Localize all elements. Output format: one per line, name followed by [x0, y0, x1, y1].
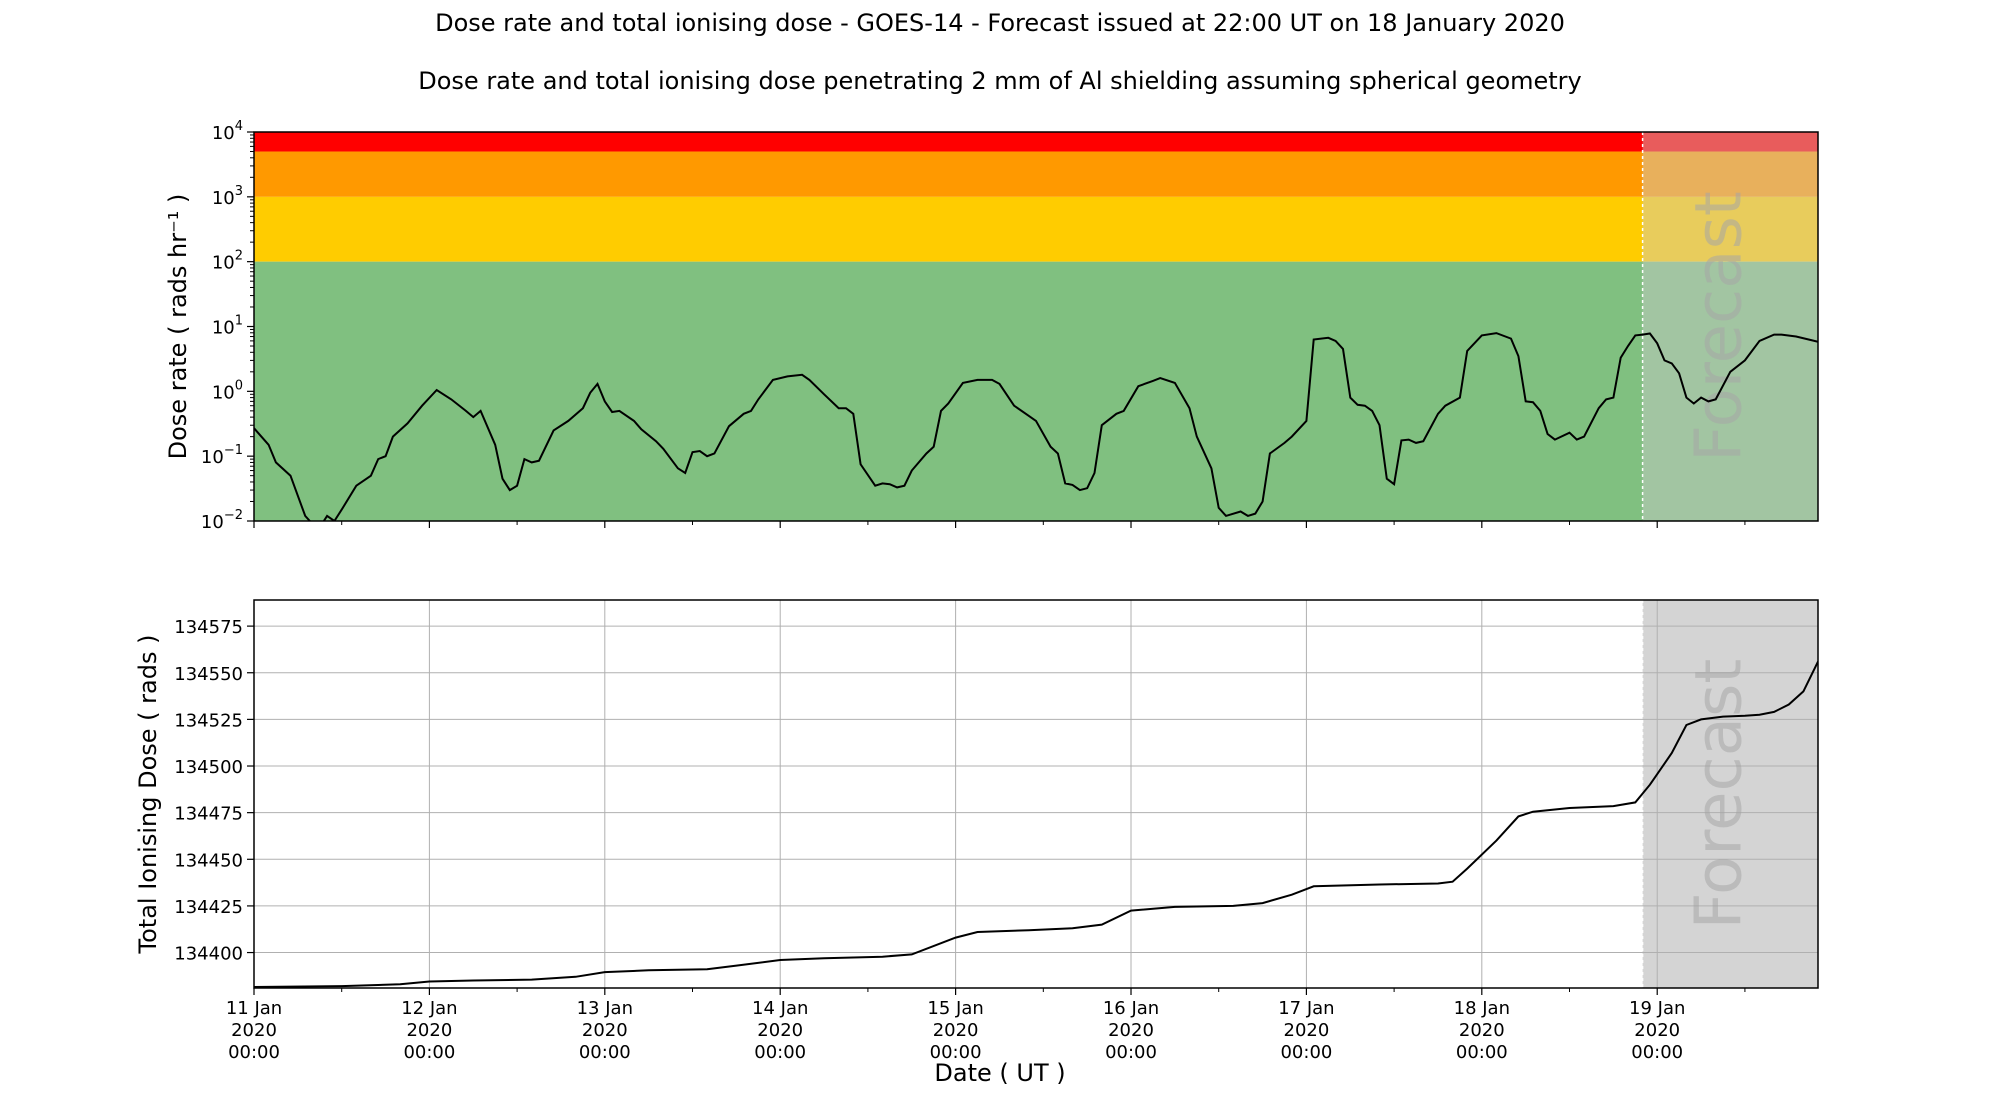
x-tick-label: 16 Jan	[1103, 998, 1159, 1019]
dose-rate-panel: Forecast 10−2 10−1 100 101 102 103 104 Dose rate…	[164, 119, 1819, 533]
y-axis-label-dose-rate: Dose rate ( rads hr⁻¹ )	[164, 194, 192, 460]
total-dose-panel: Forecast 134400 134425 134450 134475 134500 13…	[134, 599, 1819, 1063]
x-tick-label: 00:00	[579, 1042, 631, 1063]
chart-subtitle: Dose rate and total ionising dose penetr…	[418, 67, 1582, 95]
x-tick-label: 2020	[231, 1020, 277, 1041]
total-dose-frame	[253, 599, 1819, 989]
y-axis-label-total-dose: Total Ionising Dose ( rads )	[134, 635, 162, 955]
chart-title: Dose rate and total ionising dose - GOES…	[435, 9, 1565, 37]
forecast-label: Forecast	[1683, 659, 1757, 930]
x-tick-label: 11 Jan	[226, 998, 282, 1019]
forecast-shade	[1642, 132, 1818, 521]
x-tick-label: 00:00	[754, 1042, 806, 1063]
y-tick-label: 134450	[174, 850, 243, 871]
forecast-shade	[1642, 600, 1818, 988]
y-tick-label: 134550	[174, 664, 243, 685]
x-tick-label: 00:00	[1456, 1042, 1508, 1063]
x-tick-label: 00:00	[1631, 1042, 1683, 1063]
x-tick-label: 2020	[1108, 1020, 1154, 1041]
x-tick-label: 2020	[582, 1020, 628, 1041]
y-tick-label: 100	[212, 378, 243, 403]
x-tick-label: 00:00	[930, 1042, 982, 1063]
threshold-band	[254, 151, 1818, 197]
x-tick-label: 2020	[757, 1020, 803, 1041]
x-tick-label: 15 Jan	[927, 998, 983, 1019]
x-tick-label: 00:00	[1280, 1042, 1332, 1063]
y-tick-label: 102	[212, 249, 243, 274]
y-tick-label: 134575	[174, 617, 243, 638]
y-tick-label: 134400	[174, 944, 243, 965]
x-tick-label: 18 Jan	[1454, 998, 1510, 1019]
x-tick-label: 2020	[1634, 1020, 1680, 1041]
x-tick-label: 14 Jan	[752, 998, 808, 1019]
x-tick-label: 2020	[1459, 1020, 1505, 1041]
threshold-band	[254, 196, 1818, 262]
forecast-label: Forecast	[1683, 191, 1757, 462]
x-tick-label: 00:00	[403, 1042, 455, 1063]
y-tick-label: 134425	[174, 897, 243, 918]
x-tick-label: 19 Jan	[1629, 998, 1685, 1019]
y-tick-label: 104	[212, 119, 243, 144]
x-tick-label: 17 Jan	[1278, 998, 1334, 1019]
total-dose-line	[254, 659, 1818, 988]
threshold-band	[254, 261, 1818, 521]
y-tick-label: 103	[212, 184, 243, 209]
x-tick-label: 2020	[406, 1020, 452, 1041]
y-tick-label: 134525	[174, 710, 243, 731]
x-tick-label: 00:00	[228, 1042, 280, 1063]
x-tick-label: 2020	[933, 1020, 979, 1041]
x-tick-label: 2020	[1284, 1020, 1330, 1041]
y-tick-label: 134500	[174, 757, 243, 778]
y-tick-label: 10−2	[201, 508, 243, 533]
x-axis-label: Date ( UT )	[934, 1059, 1065, 1087]
y-tick-label: 134475	[174, 804, 243, 825]
dose-rate-line	[254, 332, 1818, 521]
y-tick-label: 10−1	[201, 443, 243, 468]
x-tick-label: 12 Jan	[401, 998, 457, 1019]
x-tick-label: 13 Jan	[577, 998, 633, 1019]
threshold-band	[254, 132, 1818, 152]
x-tick-label: 00:00	[1105, 1042, 1157, 1063]
y-tick-label: 101	[212, 314, 243, 339]
